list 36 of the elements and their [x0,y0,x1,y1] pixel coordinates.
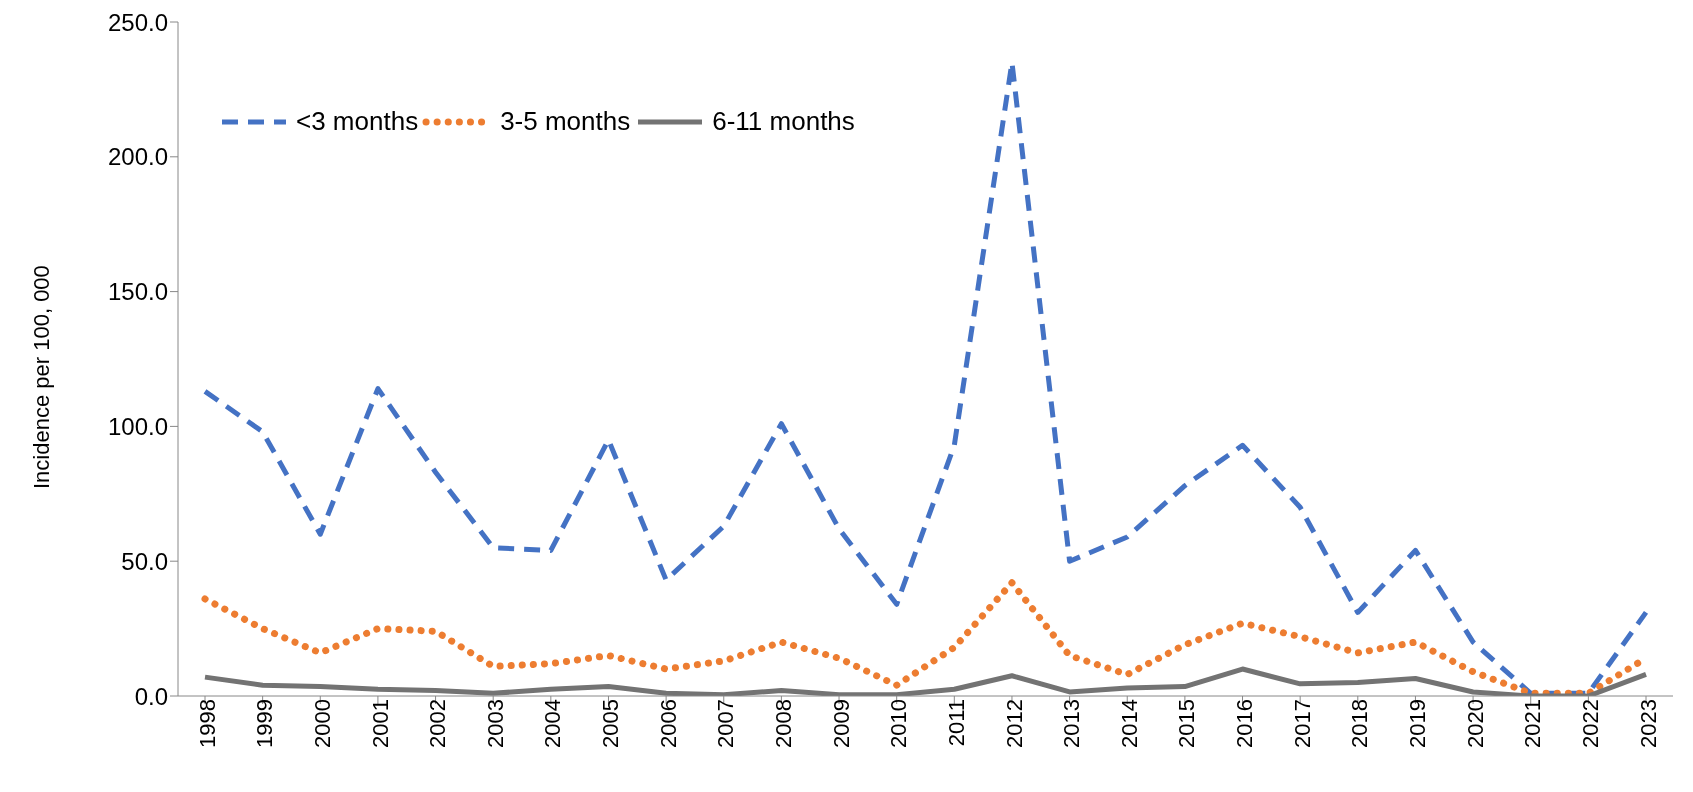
x-tick-label: 2012 [1001,699,1027,748]
x-tick-label: 2007 [713,699,739,748]
x-tick-label: 2010 [886,699,912,748]
x-tick-label: 2019 [1405,699,1431,748]
x-tick-label: 2002 [425,699,451,748]
x-tick-label: 1998 [194,699,220,748]
y-tick-label: 150.0 [107,278,168,306]
x-tick-label: 2020 [1462,699,1488,748]
x-tick-label: 2018 [1347,699,1373,748]
legend-label: 6-11 months [712,106,855,137]
x-tick-label: 1999 [252,699,278,748]
x-tick-label: 2015 [1174,699,1200,748]
x-tick-label: 2000 [309,699,335,748]
x-tick-label: 2021 [1520,699,1546,748]
x-tick-label: 2006 [655,699,681,748]
legend-label: <3 months [296,106,419,137]
x-tick-label: 2001 [367,699,393,748]
y-tick-label: 200.0 [107,143,168,171]
y-tick-label: 250.0 [107,8,168,36]
y-tick-label: 100.0 [107,412,168,440]
x-tick-label: 2013 [1059,699,1085,748]
y-axis-title: Incidence per 100, 000 [28,265,54,489]
x-tick-label: 2005 [598,699,624,748]
x-tick-label: 2022 [1577,699,1603,748]
x-tick-label: 2014 [1116,699,1142,748]
x-tick-label: 2008 [771,699,797,748]
y-tick-label: 0.0 [134,682,168,710]
y-tick-label: 50.0 [121,547,168,575]
x-tick-label: 2023 [1635,699,1661,748]
x-tick-label: 2009 [828,699,854,748]
x-tick-label: 2011 [943,699,969,747]
x-tick-label: 2003 [482,699,508,748]
x-tick-label: 2004 [540,699,566,748]
x-tick-label: 2017 [1289,699,1315,748]
x-tick-label: 2016 [1232,699,1258,748]
legend-label: 3-5 months [500,106,631,137]
